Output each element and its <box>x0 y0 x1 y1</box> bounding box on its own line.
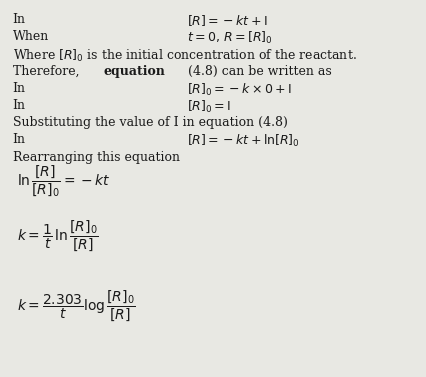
Text: Where $[R]_0$ is the initial concentration of the reactant.: Where $[R]_0$ is the initial concentrati… <box>13 48 357 64</box>
Text: $[R]_0 = \mathrm{I}$: $[R]_0 = \mathrm{I}$ <box>187 99 231 115</box>
Text: In: In <box>13 99 26 112</box>
Text: Substituting the value of I in equation (4.8): Substituting the value of I in equation … <box>13 116 288 129</box>
Text: In: In <box>13 13 26 26</box>
Text: $t = 0,\, R = [R]_0$: $t = 0,\, R = [R]_0$ <box>187 30 273 46</box>
Text: $[R] = -kt + \ln[R]_0$: $[R] = -kt + \ln[R]_0$ <box>187 133 300 149</box>
Text: Therefore,: Therefore, <box>13 65 83 78</box>
Text: $[R]_0 = -k \times 0 + \mathrm{I}$: $[R]_0 = -k \times 0 + \mathrm{I}$ <box>187 82 293 98</box>
Text: Rearranging this equation: Rearranging this equation <box>13 151 180 164</box>
Text: (4.8) can be written as: (4.8) can be written as <box>184 65 331 78</box>
Text: When: When <box>13 30 49 43</box>
Text: In: In <box>13 133 26 146</box>
Text: $k = \dfrac{2.303}{t}\log \dfrac{[R]_0}{[R]}$: $k = \dfrac{2.303}{t}\log \dfrac{[R]_0}{… <box>17 288 136 323</box>
Text: $k = \dfrac{1}{t}\,\ln \dfrac{[R]_0}{[R]}$: $k = \dfrac{1}{t}\,\ln \dfrac{[R]_0}{[R]… <box>17 218 99 253</box>
Text: $[R] = -kt + \mathrm{I}$: $[R] = -kt + \mathrm{I}$ <box>187 13 268 28</box>
Text: equation: equation <box>104 65 166 78</box>
Text: $\ln \dfrac{[R]}{[R]_0} = -kt$: $\ln \dfrac{[R]}{[R]_0} = -kt$ <box>17 163 110 199</box>
Text: In: In <box>13 82 26 95</box>
